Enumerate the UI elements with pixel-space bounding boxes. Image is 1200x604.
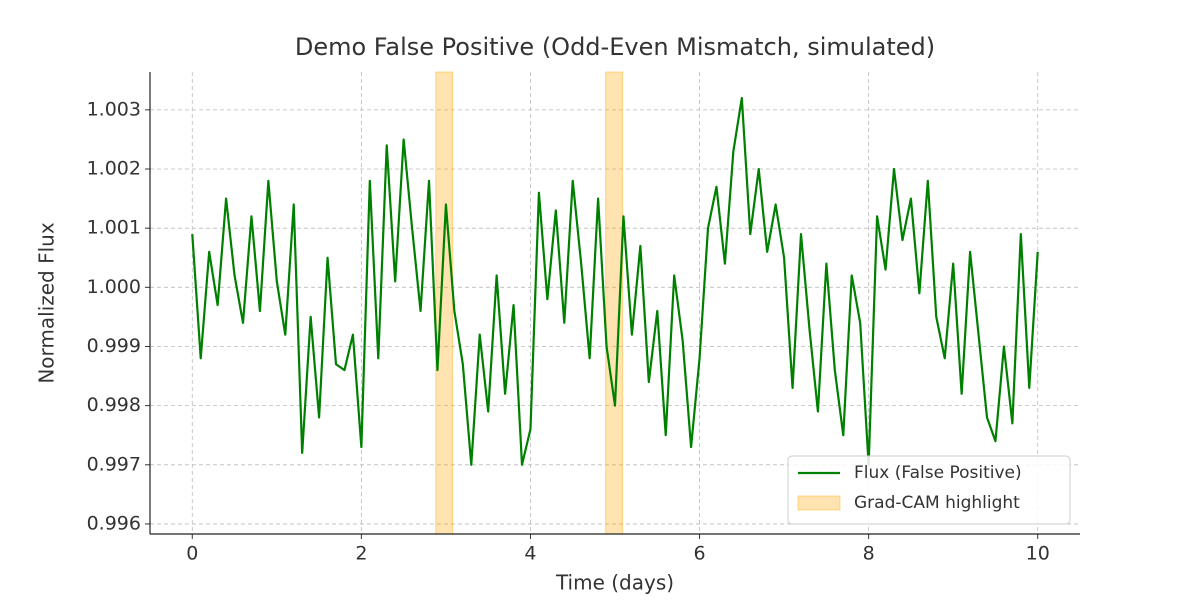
- x-tick-label: 6: [693, 543, 705, 565]
- y-tick-label: 1.001: [87, 217, 141, 239]
- x-tick-label: 2: [355, 543, 367, 565]
- highlight-span: [435, 71, 454, 535]
- legend-label: Grad-CAM highlight: [854, 493, 1020, 513]
- x-tick-label: 4: [524, 543, 536, 565]
- y-tick-label: 0.996: [87, 512, 141, 534]
- x-tick-label: 8: [863, 543, 875, 565]
- y-tick-label: 1.000: [87, 276, 141, 298]
- y-tick-label: 0.997: [87, 453, 141, 475]
- y-axis-label: Normalized Flux: [35, 222, 59, 384]
- data-line: [191, 96, 1039, 466]
- legend-swatch: [797, 495, 841, 511]
- y-tick-label: 0.998: [87, 394, 141, 416]
- y-tick-label: 1.002: [87, 158, 141, 180]
- legend-box: [787, 455, 1071, 525]
- y-tick-label: 0.999: [87, 335, 141, 357]
- x-tick-label: 10: [1026, 543, 1050, 565]
- y-tick-label: 1.003: [87, 98, 141, 120]
- x-axis-label: Time (days): [555, 571, 674, 595]
- chart-title: Demo False Positive (Odd-Even Mismatch, …: [295, 33, 935, 61]
- x-tick-label: 0: [186, 543, 198, 565]
- legend-label: Flux (False Positive): [854, 463, 1022, 483]
